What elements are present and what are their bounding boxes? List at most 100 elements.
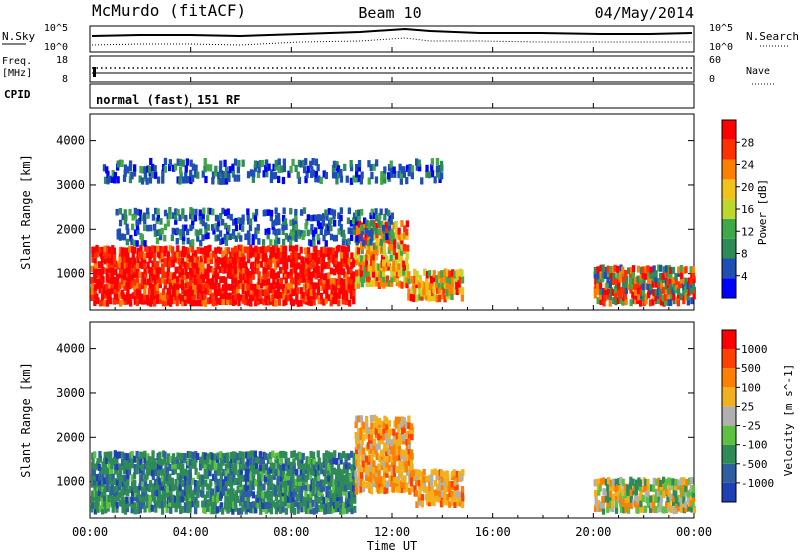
power-cell — [389, 160, 393, 168]
power-cell — [363, 223, 367, 231]
power-cell — [399, 171, 403, 179]
power-cell — [98, 286, 102, 294]
velocity-cell — [262, 495, 266, 503]
power-cell — [183, 261, 187, 269]
power-cell — [118, 282, 122, 290]
power-cell — [295, 277, 299, 285]
power-cell — [254, 227, 258, 234]
velocity-cell — [188, 485, 193, 493]
power-cell — [360, 255, 364, 263]
power-cell — [357, 276, 361, 284]
power-cell — [309, 282, 313, 290]
power-y-tick-label: 4000 — [56, 134, 85, 148]
velocity-cell — [440, 495, 444, 503]
power-cell — [272, 299, 276, 307]
power-cell — [415, 294, 419, 302]
power-cell — [289, 165, 293, 174]
velocity-cell — [594, 504, 598, 512]
velocity-cell — [150, 504, 154, 512]
power-cell — [202, 207, 206, 215]
power-cell — [329, 282, 333, 290]
power-cell — [271, 245, 276, 252]
power-cell — [221, 292, 225, 299]
power-cell — [440, 286, 444, 295]
power-cell — [291, 245, 296, 253]
power-cell — [191, 214, 195, 221]
power-cell — [367, 160, 371, 168]
power-cell — [178, 270, 182, 278]
power-cell — [219, 247, 223, 255]
x-tick-label: 08:00 — [273, 525, 309, 539]
velocity-cell — [377, 476, 382, 484]
velocity-cell — [443, 480, 447, 488]
velocity-cell — [231, 468, 235, 476]
power-cell — [347, 276, 351, 284]
velocity-cell — [143, 505, 147, 513]
power-cell — [276, 247, 280, 255]
velocity-cell — [206, 468, 210, 476]
power-cell — [325, 273, 329, 280]
power-cell — [314, 272, 318, 280]
power-cell — [315, 292, 319, 300]
velocity-cell — [302, 504, 306, 512]
power-cell — [139, 214, 143, 222]
velocity-cell — [115, 505, 119, 513]
velocity-cell — [691, 490, 696, 498]
velocity-cell — [332, 467, 336, 475]
power-cell — [269, 283, 273, 290]
velocity-cell — [302, 496, 306, 504]
velocity-cell — [356, 459, 361, 467]
velocity-cell — [359, 444, 364, 451]
power-cell — [267, 263, 271, 270]
power-cell — [596, 266, 600, 274]
velocity-cell — [345, 474, 349, 482]
power-cell — [395, 260, 399, 268]
velocity-cell — [304, 467, 309, 475]
power-cell — [133, 164, 137, 172]
power-cell — [166, 220, 170, 227]
velocity-cell — [145, 463, 149, 471]
velocity-cell — [103, 485, 108, 493]
velocity-cell — [219, 484, 223, 492]
velocity-cell — [596, 500, 601, 508]
power-cell — [139, 244, 143, 252]
power-cell — [229, 213, 233, 221]
velocity-cell — [193, 480, 198, 488]
velocity-cell — [599, 501, 603, 509]
power-cell — [435, 157, 440, 166]
velocity-cell — [134, 490, 138, 498]
velocity-cell — [458, 495, 462, 502]
velocity-cell — [659, 505, 663, 513]
velocity-cell — [178, 462, 183, 470]
velocity-cell — [181, 479, 185, 487]
power-cell — [274, 299, 278, 307]
velocity-cell — [272, 463, 276, 471]
velocity-cell — [246, 502, 250, 510]
velocity-cell — [369, 481, 373, 489]
power-cell — [168, 287, 172, 295]
power-cell — [146, 261, 150, 269]
velocity-cell — [141, 479, 145, 487]
power-cell — [96, 297, 100, 305]
power-cell — [140, 257, 144, 265]
power-cell — [204, 222, 208, 229]
velocity-cell — [340, 484, 344, 492]
power-cell — [201, 262, 205, 269]
power-cell — [435, 170, 440, 178]
velocity-cell — [650, 484, 654, 492]
velocity-cell — [108, 500, 112, 508]
velocity-cell — [105, 467, 110, 475]
velocity-cell — [252, 469, 256, 477]
power-cell — [355, 276, 359, 284]
velocity-cell — [317, 480, 321, 488]
power-cell — [341, 268, 345, 276]
power-cell — [277, 158, 281, 166]
power-cell — [679, 293, 683, 301]
power-cell — [397, 263, 401, 271]
power-cell — [140, 251, 144, 259]
power-cell — [224, 177, 229, 185]
power-cell — [641, 266, 645, 274]
velocity-cell — [102, 494, 107, 502]
power-cell — [256, 161, 260, 169]
velocity-cell — [267, 478, 271, 486]
